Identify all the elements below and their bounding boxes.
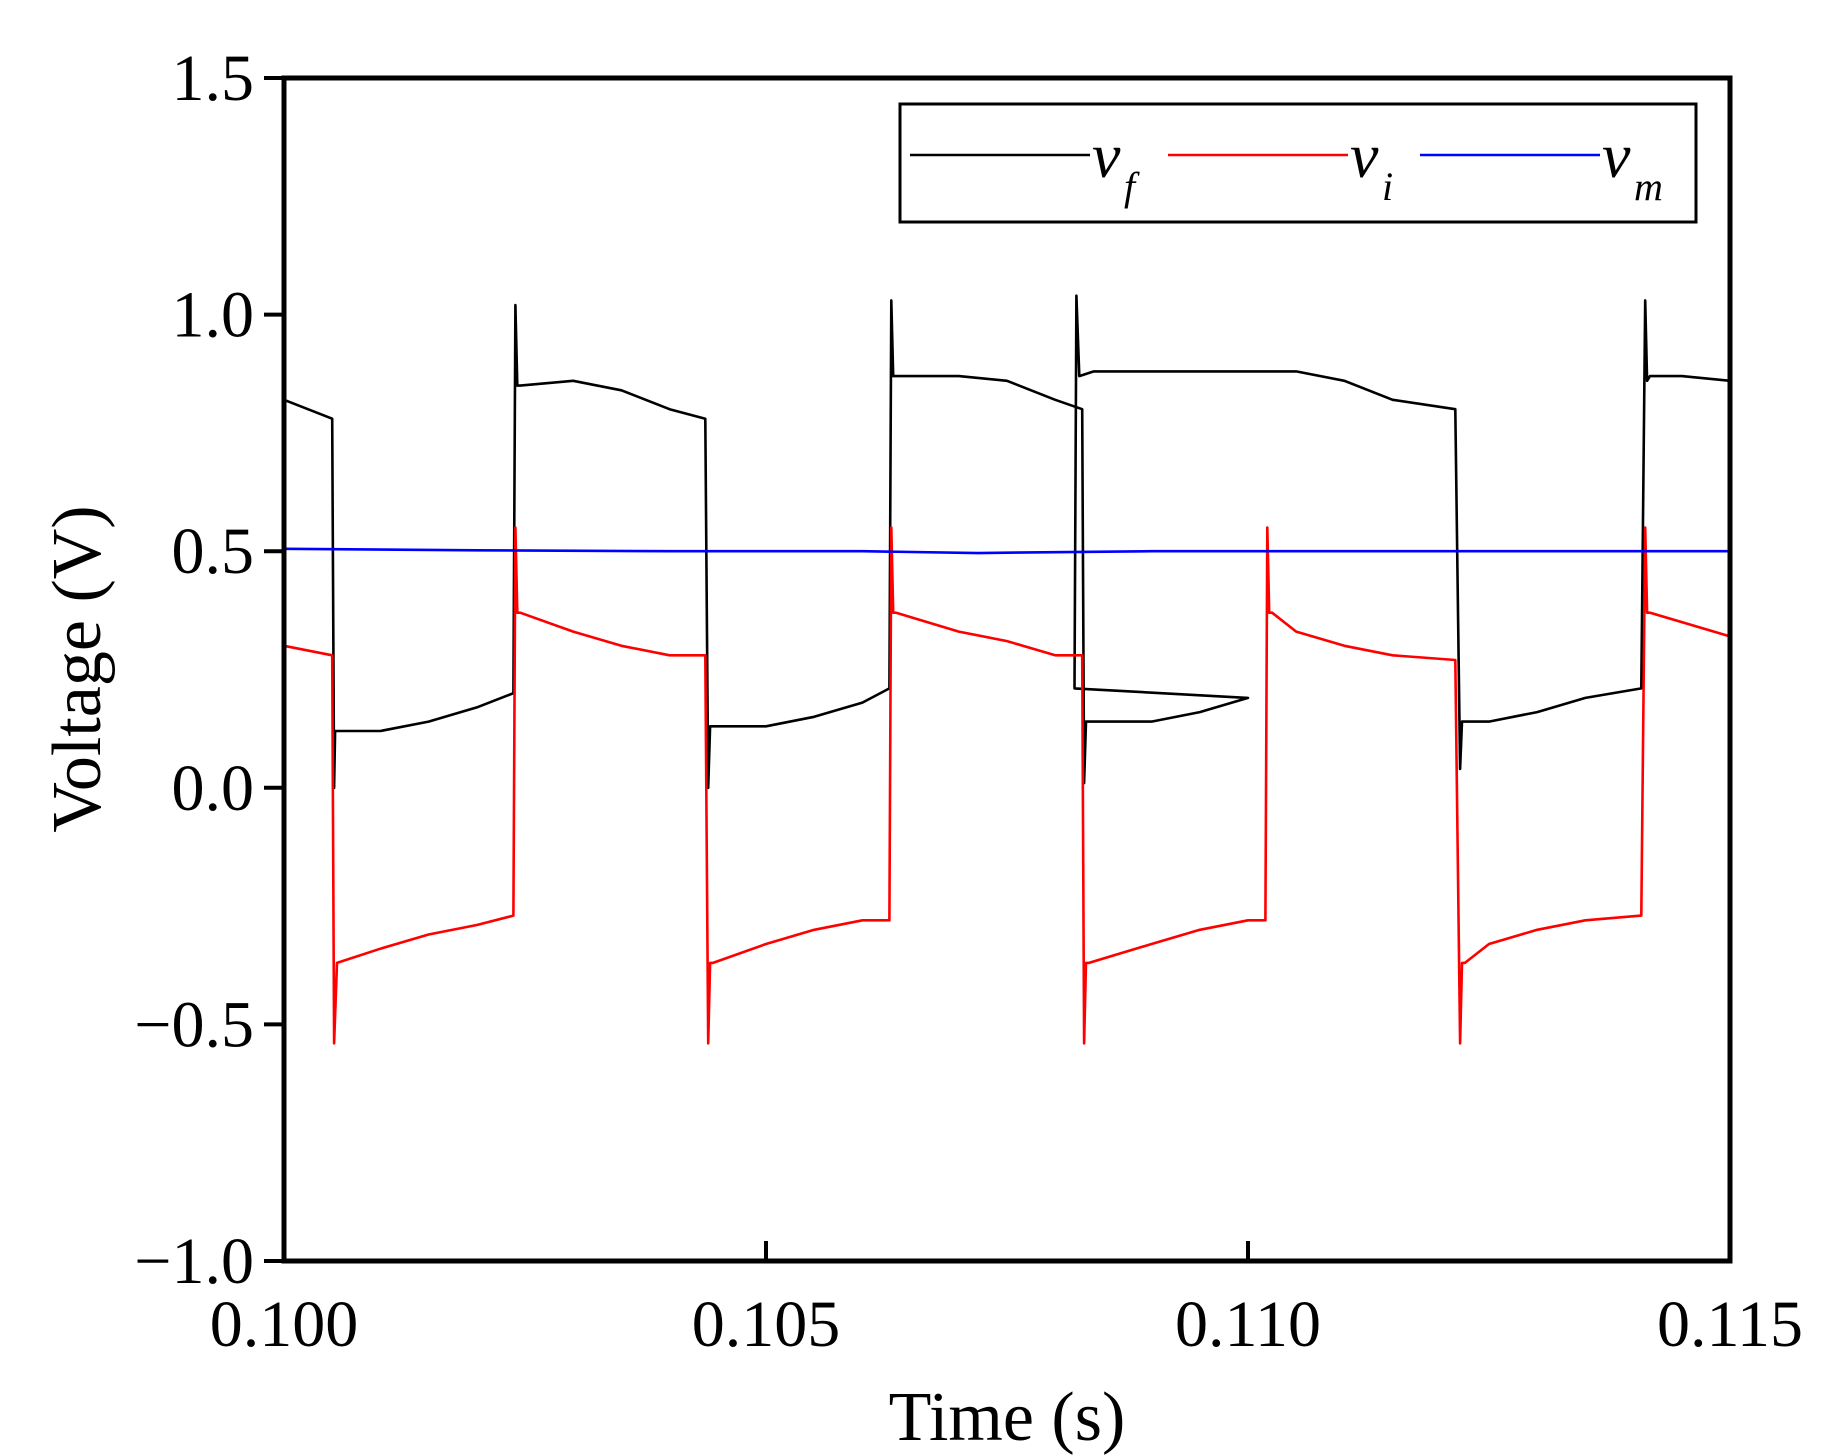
legend-label-v_i: v bbox=[1350, 120, 1379, 191]
series-line-v_m bbox=[283, 547, 1730, 555]
y-tick-label: 1.0 bbox=[172, 279, 255, 352]
x-axis-title: Time (s) bbox=[889, 1379, 1126, 1455]
series-layer bbox=[283, 294, 1731, 1045]
x-tick-label: 0.105 bbox=[692, 1288, 841, 1361]
y-tick-label: −0.5 bbox=[134, 988, 254, 1061]
legend-subscript-v_i: i bbox=[1382, 164, 1393, 209]
plot-frame bbox=[281, 75, 1733, 1264]
x-tick-label: 0.110 bbox=[1175, 1288, 1321, 1361]
y-tick-label: 0.0 bbox=[172, 752, 255, 825]
y-tick-label: 0.5 bbox=[172, 515, 255, 588]
legend-label-v_m: v bbox=[1602, 120, 1631, 191]
series-line-v_f bbox=[283, 294, 1731, 790]
y-tick-label: −1.0 bbox=[134, 1225, 254, 1298]
legend-subscript-v_m: m bbox=[1634, 164, 1663, 209]
x-tick-label: 0.100 bbox=[210, 1288, 359, 1361]
ticks-layer: 0.100 0.105 0.110 0.115 −1.0 −0.5 0.0 0.5 1.0 1.5 bbox=[134, 42, 1803, 1361]
legend-label-v_f: v bbox=[1092, 120, 1121, 191]
x-tick-label: 0.115 bbox=[1657, 1288, 1803, 1361]
y-tick-label: 1.5 bbox=[172, 42, 255, 115]
series-line-v_i bbox=[283, 526, 1731, 1045]
y-axis-title: Voltage (V) bbox=[39, 505, 116, 832]
legend-box bbox=[898, 102, 1698, 224]
